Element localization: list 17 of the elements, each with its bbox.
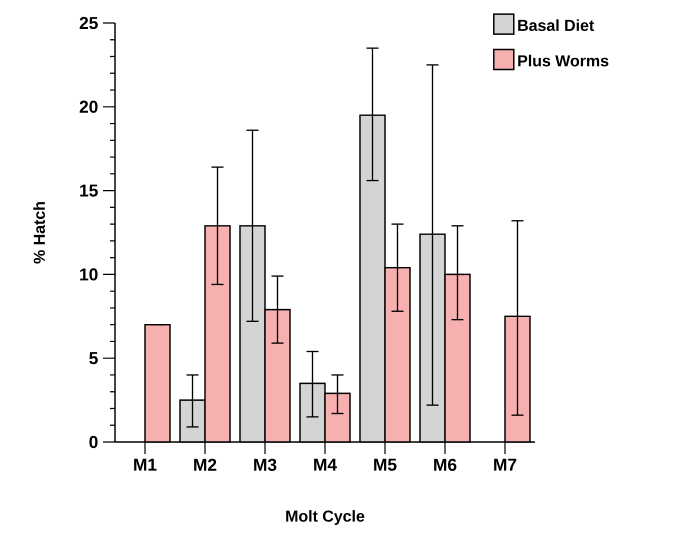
x-axis-title: Molt Cycle	[286, 510, 364, 525]
x-tick-label: M2	[194, 458, 216, 471]
legend-label: Basal Diet	[518, 19, 594, 32]
y-tick-label: 0	[89, 436, 98, 448]
y-tick-label: 15	[80, 184, 98, 197]
y-tick-label: 25	[80, 16, 98, 30]
x-tick-label: M5	[374, 458, 397, 471]
x-tick-label: M7	[494, 458, 516, 471]
x-tick-label: M4	[314, 458, 337, 471]
y-axis-title: % Hatch	[33, 202, 45, 264]
x-tick-label: M1	[134, 458, 157, 471]
y-tick-label: 10	[80, 268, 98, 281]
legend-label: Plus Worms	[518, 54, 608, 66]
y-tick-label: 20	[80, 100, 98, 113]
y-tick-label: 5	[89, 352, 98, 364]
x-tick-label: M3	[254, 458, 276, 471]
x-tick-label: M6	[434, 458, 456, 471]
